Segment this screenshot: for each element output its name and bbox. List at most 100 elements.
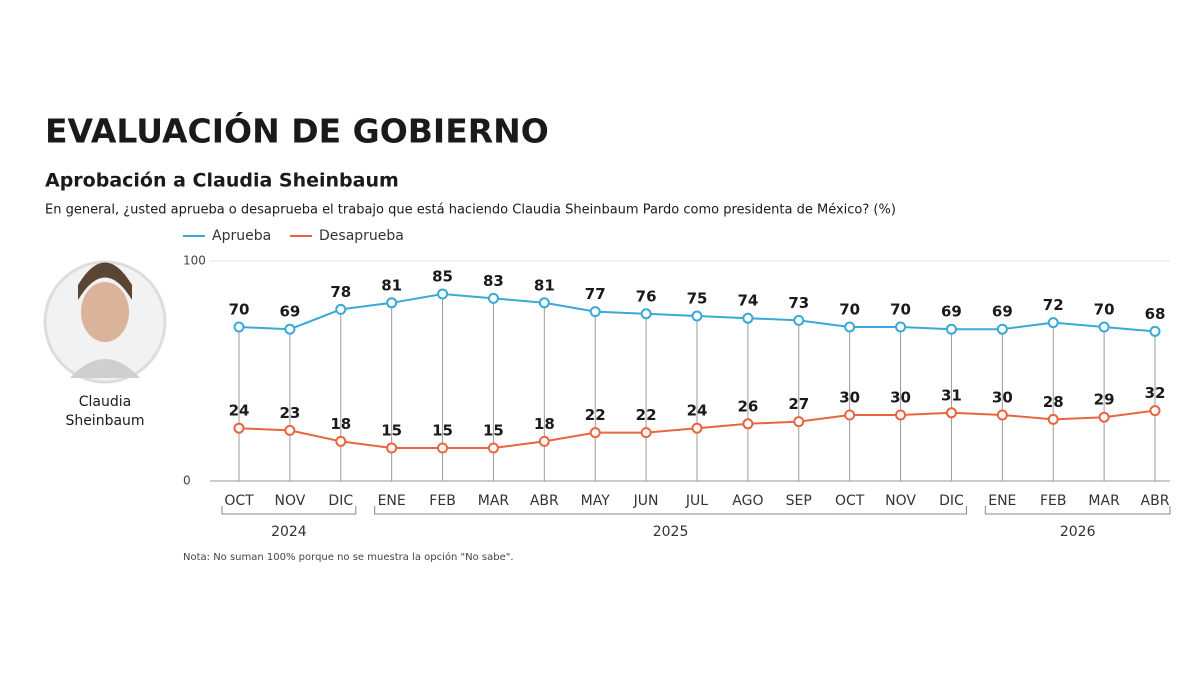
x-tick-label: NOV <box>274 493 305 509</box>
point <box>640 308 652 320</box>
data-label: 28 <box>1043 393 1064 411</box>
data-label: 29 <box>1094 391 1115 409</box>
point <box>742 312 754 324</box>
point <box>386 297 398 309</box>
point <box>640 427 652 439</box>
legend-label: Aprueba <box>212 228 271 244</box>
x-tick-label: MAR <box>1088 493 1120 509</box>
point <box>589 427 601 439</box>
x-tick-label: MAR <box>478 493 510 509</box>
chart-subtitle: Aprobación a Claudia Sheinbaum <box>45 170 399 192</box>
data-label: 22 <box>636 406 657 424</box>
note: Nota: No suman 100% porque no se muestra… <box>183 551 514 563</box>
point <box>284 323 296 335</box>
point <box>945 323 957 335</box>
data-label: 30 <box>992 389 1013 407</box>
y-tick-label: 0 <box>183 474 191 488</box>
x-tick-label: SEP <box>786 493 812 509</box>
data-label: 31 <box>941 386 962 404</box>
point <box>1047 317 1059 329</box>
y-tick-label: 100 <box>183 254 206 268</box>
x-tick-label: JUL <box>685 493 708 509</box>
data-label: 24 <box>687 402 708 420</box>
data-label: 69 <box>941 303 962 321</box>
point <box>793 416 805 428</box>
point <box>1149 325 1161 337</box>
year-bracket <box>374 506 967 515</box>
point <box>895 409 907 421</box>
photo-caption: Sheinbaum <box>65 413 144 429</box>
data-label: 15 <box>432 422 453 440</box>
data-label: 77 <box>585 285 606 303</box>
data-label: 73 <box>788 294 809 312</box>
photo-caption: Claudia <box>79 394 131 410</box>
legend-label: Desaprueba <box>319 228 404 244</box>
data-label: 81 <box>534 276 555 294</box>
photo <box>43 260 167 384</box>
data-label: 69 <box>992 303 1013 321</box>
data-label: 15 <box>381 422 402 440</box>
point <box>691 310 703 322</box>
point <box>437 442 449 454</box>
point <box>844 409 856 421</box>
data-label: 24 <box>229 402 250 420</box>
point <box>487 442 499 454</box>
x-tick-label: NOV <box>885 493 916 509</box>
point <box>335 435 347 447</box>
data-label: 75 <box>687 290 708 308</box>
x-tick-label: JUN <box>633 493 659 509</box>
year-label: 2025 <box>653 524 689 540</box>
data-label: 22 <box>585 406 606 424</box>
year-label: 2024 <box>271 524 307 540</box>
point <box>742 418 754 430</box>
data-label: 27 <box>788 395 809 413</box>
point <box>487 292 499 304</box>
x-tick-label: FEB <box>1040 493 1067 509</box>
point <box>691 422 703 434</box>
point <box>437 288 449 300</box>
x-tick-label: DIC <box>939 493 964 509</box>
data-label: 68 <box>1145 305 1166 323</box>
point <box>1098 411 1110 423</box>
year-label: 2026 <box>1060 524 1096 540</box>
year-bracket <box>984 506 1171 515</box>
point <box>284 424 296 436</box>
data-label: 15 <box>483 422 504 440</box>
x-tick-label: ABR <box>1141 493 1170 509</box>
data-label: 78 <box>330 283 351 301</box>
data-label: 83 <box>483 272 504 290</box>
data-label: 26 <box>737 397 758 415</box>
point <box>1047 413 1059 425</box>
point <box>538 297 550 309</box>
point <box>945 407 957 419</box>
point <box>1098 321 1110 333</box>
data-label: 70 <box>229 301 250 319</box>
chart-title: EVALUACIÓN DE GOBIERNO <box>45 111 549 151</box>
x-tick-label: ENE <box>988 493 1016 509</box>
data-label: 70 <box>839 301 860 319</box>
point <box>996 409 1008 421</box>
point <box>386 442 398 454</box>
point <box>233 422 245 434</box>
point <box>1149 405 1161 417</box>
year-bracket <box>221 506 357 515</box>
point <box>895 321 907 333</box>
x-tick-label: AGO <box>732 493 763 509</box>
x-tick-label: DIC <box>328 493 353 509</box>
data-label: 72 <box>1043 296 1064 314</box>
data-label: 69 <box>279 303 300 321</box>
data-label: 30 <box>890 389 911 407</box>
data-label: 76 <box>636 287 657 305</box>
x-tick-label: ABR <box>530 493 559 509</box>
question: En general, ¿usted aprueba o desaprueba … <box>45 203 896 218</box>
data-label: 70 <box>890 301 911 319</box>
data-label: 85 <box>432 268 453 286</box>
data-label: 30 <box>839 389 860 407</box>
x-tick-label: OCT <box>224 493 254 509</box>
data-label: 70 <box>1094 301 1115 319</box>
point <box>335 303 347 315</box>
data-label: 18 <box>330 415 351 433</box>
x-tick-label: MAY <box>581 493 611 509</box>
x-tick-label: ENE <box>378 493 406 509</box>
